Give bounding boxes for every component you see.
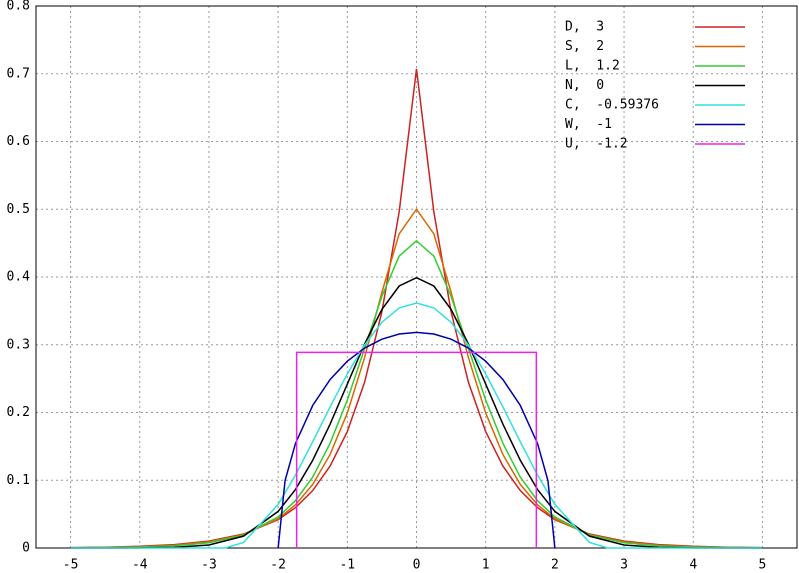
legend-label: N, 0: [565, 78, 604, 93]
y-tick-label: 0.6: [7, 134, 30, 149]
series-line: [70, 68, 763, 549]
legend-label: W, -1: [565, 117, 612, 132]
y-tick-label: 0.7: [7, 66, 30, 81]
x-tick-label: 1: [482, 558, 490, 573]
x-tick-label: -2: [270, 558, 286, 573]
legend-label: C, -0.59376: [565, 98, 659, 113]
x-tick-label: 2: [551, 558, 559, 573]
legend-label: L, 1.2: [565, 59, 620, 74]
series-line: [277, 331, 556, 549]
x-tick-label: -3: [201, 558, 217, 573]
y-tick-label: 0: [22, 541, 30, 556]
y-tick-label: 0.8: [7, 0, 30, 14]
y-tick-label: 0.3: [7, 337, 30, 352]
y-tick-label: 0.1: [7, 473, 30, 488]
x-tick-label: -4: [132, 558, 148, 573]
legend-label: S, 2: [565, 39, 604, 54]
x-tick-label: -5: [63, 558, 79, 573]
y-tick-label: 0.2: [7, 405, 30, 420]
series-line: [70, 239, 763, 549]
series-line: [70, 276, 763, 549]
legend-label: D, 3: [565, 20, 604, 35]
legend-label: U, -1.2: [565, 137, 628, 152]
x-tick-label: 5: [758, 558, 766, 573]
series-line: [295, 351, 538, 548]
y-tick-label: 0.4: [7, 270, 31, 285]
x-tick-label: 3: [620, 558, 628, 573]
y-tick-label: 0.5: [7, 202, 30, 217]
series-line: [70, 302, 763, 549]
x-tick-label: -1: [339, 558, 355, 573]
plot-frame: [35, 5, 798, 549]
x-tick-label: 0: [413, 558, 421, 573]
x-tick-label: 4: [689, 558, 697, 573]
